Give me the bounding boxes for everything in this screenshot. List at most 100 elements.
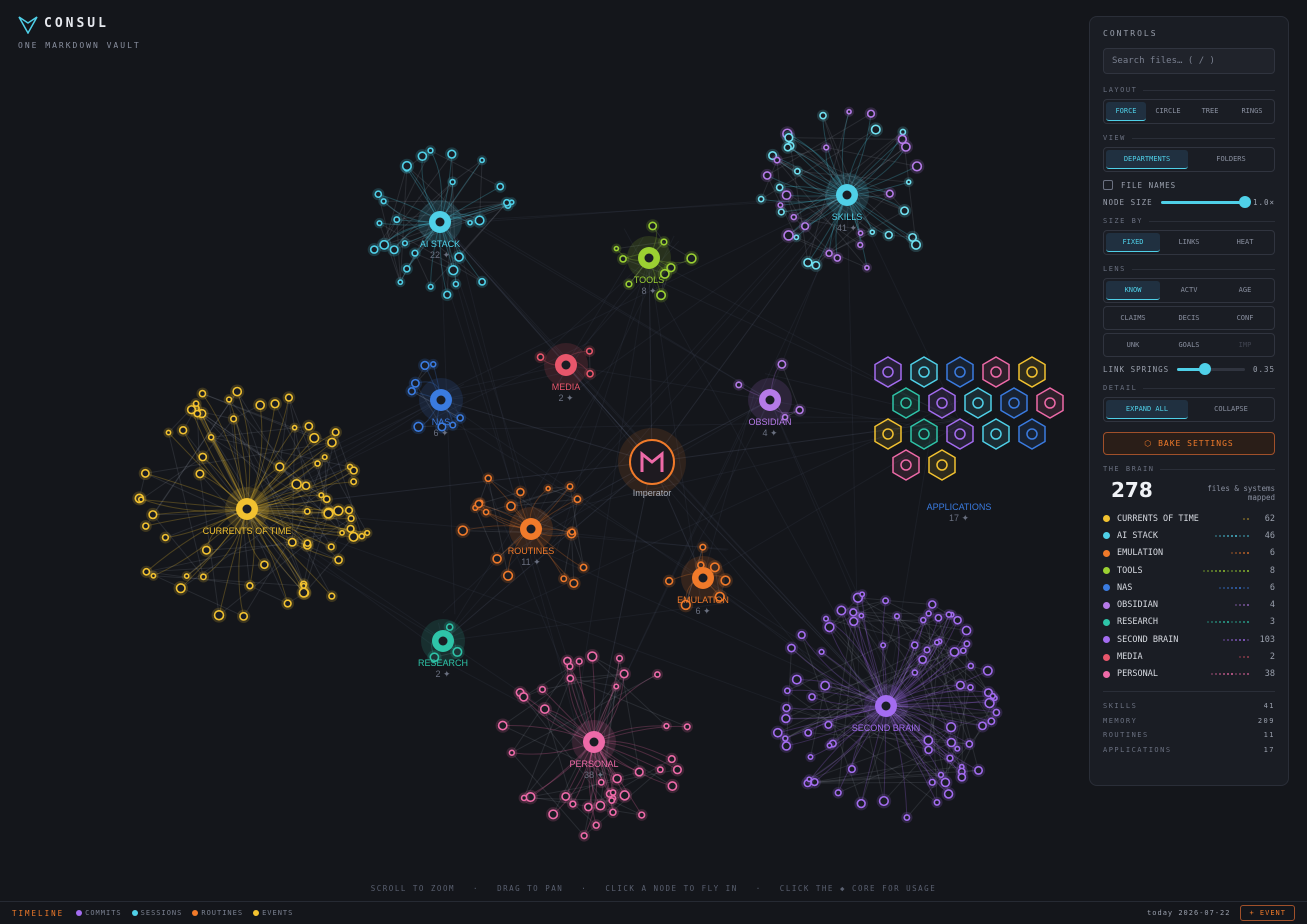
node bbox=[963, 640, 971, 648]
link bbox=[853, 619, 924, 622]
view-option[interactable]: FOLDERS bbox=[1216, 155, 1246, 163]
link bbox=[383, 181, 453, 246]
node bbox=[820, 680, 831, 691]
legend-item[interactable]: TOOLS 8 bbox=[1103, 562, 1275, 579]
legend-item[interactable]: RESEARCH 3 bbox=[1103, 614, 1275, 631]
link bbox=[279, 397, 290, 467]
link bbox=[210, 437, 289, 604]
link bbox=[202, 418, 234, 458]
link bbox=[140, 456, 204, 500]
link bbox=[861, 593, 952, 728]
link bbox=[785, 659, 923, 739]
node bbox=[949, 646, 960, 657]
layout-option[interactable]: TREE bbox=[1201, 107, 1219, 115]
spark-dot bbox=[1227, 673, 1229, 676]
lens-option[interactable]: ACTV bbox=[1180, 286, 1198, 294]
size-by-option[interactable]: LINKS bbox=[1178, 238, 1200, 246]
link bbox=[452, 159, 483, 183]
legend-item[interactable]: MEDIA 2 bbox=[1103, 648, 1275, 665]
legend-item[interactable]: NAS 6 bbox=[1103, 579, 1275, 596]
link bbox=[246, 461, 653, 510]
legend-item[interactable]: OBSIDIAN 4 bbox=[1103, 596, 1275, 613]
node bbox=[566, 674, 575, 683]
size-by-option[interactable]: FIXED bbox=[1106, 233, 1160, 252]
link bbox=[511, 752, 585, 837]
add-event-button[interactable]: + EVENT bbox=[1240, 905, 1295, 921]
layout-option[interactable]: FORCE bbox=[1106, 102, 1146, 121]
detail-option[interactable]: COLLAPSE bbox=[1214, 405, 1248, 413]
link bbox=[145, 508, 248, 527]
node bbox=[804, 728, 813, 737]
legend-item[interactable]: CURRENTS OF TIME 62 bbox=[1103, 510, 1275, 527]
node bbox=[762, 171, 772, 180]
lens-option[interactable]: IMP bbox=[1238, 341, 1252, 349]
legend-item[interactable]: SECOND BRAIN 103 bbox=[1103, 631, 1275, 648]
core-icon bbox=[640, 450, 664, 472]
lens-option[interactable]: UNK bbox=[1126, 341, 1140, 349]
legend-dot bbox=[1103, 567, 1110, 575]
app-icon bbox=[990, 428, 1002, 440]
link bbox=[414, 252, 432, 287]
lens-option[interactable]: CLAIMS bbox=[1120, 314, 1146, 322]
link bbox=[478, 491, 521, 505]
layout-option[interactable]: RINGS bbox=[1241, 107, 1263, 115]
link bbox=[588, 758, 673, 808]
stat-value: 11 bbox=[1263, 731, 1275, 740]
layout-option[interactable]: CIRCLE bbox=[1155, 107, 1181, 115]
spark-dot bbox=[1235, 586, 1237, 589]
link bbox=[885, 690, 989, 707]
view-option[interactable]: DEPARTMENTS bbox=[1106, 150, 1188, 169]
node bbox=[982, 665, 993, 676]
node bbox=[506, 501, 516, 512]
spark-dot bbox=[1219, 569, 1221, 572]
node bbox=[666, 263, 676, 273]
lens-option[interactable]: GOALS bbox=[1178, 341, 1200, 349]
lens-option[interactable]: CONF bbox=[1236, 314, 1254, 322]
link bbox=[451, 154, 457, 285]
node bbox=[810, 777, 819, 787]
slider-thumb[interactable] bbox=[1238, 196, 1251, 208]
link bbox=[450, 395, 595, 743]
bake-button[interactable]: ⬡ BAKE SETTINGS bbox=[1103, 432, 1275, 455]
search-input[interactable]: Search files… ( / ) bbox=[1103, 48, 1275, 74]
legend-count: 46 bbox=[1264, 530, 1275, 541]
node bbox=[474, 215, 485, 226]
legend-item[interactable]: EMULATION 6 bbox=[1103, 545, 1275, 562]
link bbox=[180, 470, 355, 589]
app-icon bbox=[1044, 397, 1056, 409]
node bbox=[638, 811, 646, 819]
checkbox[interactable] bbox=[1103, 180, 1113, 190]
timeline-filter[interactable]: COMMITS bbox=[76, 909, 122, 917]
link bbox=[885, 705, 979, 771]
link bbox=[228, 399, 307, 487]
link bbox=[807, 705, 887, 784]
link bbox=[616, 241, 665, 250]
link bbox=[648, 257, 653, 463]
lens-option[interactable]: AGE bbox=[1238, 286, 1252, 294]
lens-group: KNOW ACTV AGE bbox=[1103, 278, 1275, 303]
size-by-option[interactable]: HEAT bbox=[1236, 238, 1254, 246]
node bbox=[667, 754, 676, 764]
spark-dot bbox=[1231, 673, 1233, 676]
node-size-slider[interactable] bbox=[1160, 196, 1251, 208]
legend-item[interactable]: AI STACK 46 bbox=[1103, 527, 1275, 544]
link-springs-slider[interactable] bbox=[1177, 363, 1245, 375]
slider-thumb[interactable] bbox=[1199, 363, 1212, 375]
link bbox=[383, 165, 408, 246]
legend-dot bbox=[1103, 515, 1110, 523]
link bbox=[807, 766, 962, 784]
timeline-filter[interactable]: SESSIONS bbox=[131, 909, 183, 917]
legend-item[interactable]: PERSONAL 38 bbox=[1103, 666, 1275, 683]
lens-option[interactable]: KNOW bbox=[1106, 281, 1160, 300]
node bbox=[833, 254, 842, 262]
timeline-filter[interactable]: ROUTINES bbox=[192, 909, 243, 917]
detail-option[interactable]: EXPAND ALL bbox=[1106, 400, 1188, 419]
node bbox=[413, 421, 424, 432]
link bbox=[434, 655, 595, 743]
lens-option[interactable]: DECIS bbox=[1178, 314, 1200, 322]
link bbox=[593, 725, 688, 743]
timeline: TIMELINE COMMITS SESSIONS ROUTINES EVENTS tod… bbox=[0, 901, 1307, 924]
link bbox=[479, 160, 483, 221]
timeline-filter[interactable]: EVENTS bbox=[253, 909, 293, 917]
